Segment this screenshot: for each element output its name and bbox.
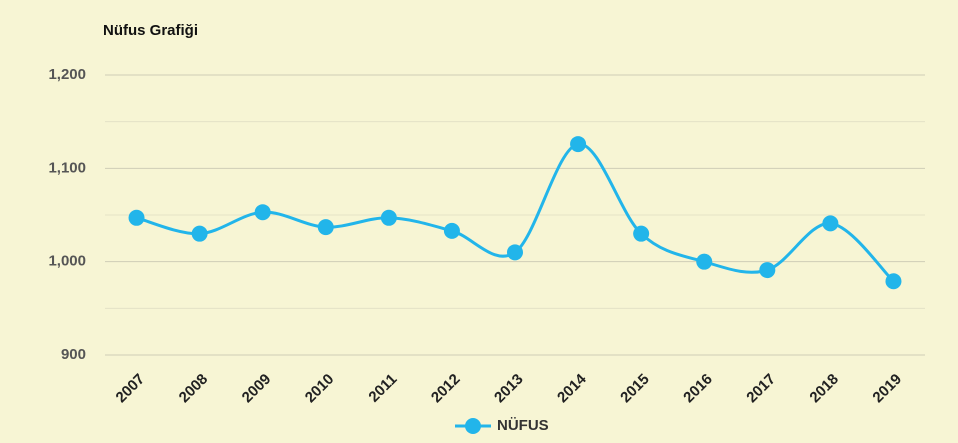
y-tick-label: 900 — [61, 346, 86, 363]
data-point — [759, 262, 776, 279]
y-tick-label: 1,100 — [48, 159, 86, 176]
legend-marker — [465, 418, 481, 434]
data-point — [822, 215, 839, 232]
data-point — [254, 204, 271, 221]
chart-title: Nüfus Grafiği — [103, 22, 198, 39]
data-point — [128, 209, 145, 226]
y-tick-label: 1,200 — [48, 66, 86, 83]
y-tick-label: 1,000 — [48, 253, 86, 270]
data-point — [633, 225, 650, 242]
data-point — [443, 222, 460, 239]
data-point — [380, 209, 397, 226]
data-point — [507, 244, 523, 261]
data-point — [696, 253, 713, 270]
data-point — [885, 273, 902, 290]
data-point — [191, 225, 208, 242]
legend-label: NÜFUS — [497, 417, 549, 434]
data-point — [317, 219, 334, 236]
data-point — [570, 136, 587, 153]
